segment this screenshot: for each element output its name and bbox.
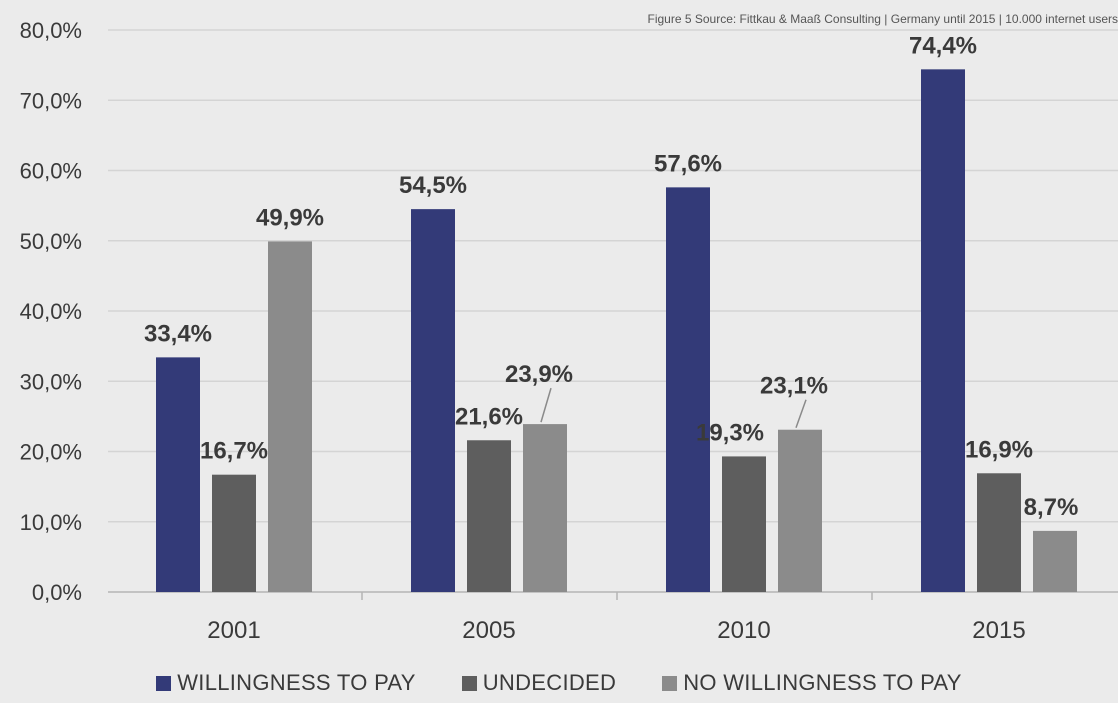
- legend-item-no-willingness: NO WILLINGNESS TO PAY: [662, 670, 962, 696]
- bar-no-willingness-to-pay-2001: [268, 241, 312, 592]
- x-tick-label: 2015: [972, 617, 1025, 644]
- bar-no-willingness-to-pay-2015: [1033, 530, 1077, 592]
- x-axis-ticks: 2001 2005 2010 2015: [207, 617, 1025, 644]
- legend-item-undecided: UNDECIDED: [461, 670, 617, 696]
- bar-undecided-2015: [977, 473, 1021, 592]
- y-tick-label: 10,0%: [20, 510, 82, 535]
- x-tick-label: 2005: [462, 617, 515, 644]
- data-label: 49,9%: [256, 204, 324, 231]
- y-tick-label: 50,0%: [20, 229, 82, 254]
- data-label: 74,4%: [909, 32, 977, 59]
- data-label: 21,6%: [455, 403, 523, 430]
- x-tick-label: 2010: [717, 617, 770, 644]
- data-label: 23,9%: [505, 361, 573, 388]
- data-labels: 33,4% 54,5% 57,6% 74,4% 16,7% 21,6% 19,3% 16,9%…: [144, 32, 1078, 521]
- bar-undecided-2001: [212, 474, 256, 592]
- legend-swatch-willingness: [156, 675, 172, 691]
- label-leader-line: [540, 387, 552, 423]
- y-tick-label: 40,0%: [20, 299, 82, 324]
- legend: WILLINGNESS TO PAY UNDECIDED NO WILLINGN…: [0, 670, 1118, 696]
- data-label: 19,3%: [696, 419, 764, 446]
- bar-willingness-to-pay-2010: [666, 187, 710, 593]
- label-leader-line: [795, 399, 807, 428]
- data-label: 8,7%: [1024, 494, 1079, 521]
- legend-swatch-no-willingness: [662, 675, 678, 691]
- data-label: 16,7%: [200, 438, 268, 465]
- data-label: 57,6%: [654, 150, 722, 177]
- legend-item-willingness: WILLINGNESS TO PAY: [156, 670, 416, 696]
- bar-willingness-to-pay-2015: [921, 69, 965, 593]
- y-tick-label: 80,0%: [20, 18, 82, 43]
- bar-no-willingness-to-pay-2010: [778, 429, 822, 592]
- x-tick-label: 2001: [207, 617, 260, 644]
- bar-willingness-to-pay-2001: [156, 357, 200, 592]
- y-tick-label: 0,0%: [32, 580, 82, 605]
- bar-undecided-2005: [467, 440, 511, 592]
- bar-willingness-to-pay-2005: [411, 209, 455, 592]
- data-label: 23,1%: [760, 373, 828, 400]
- data-label: 33,4%: [144, 320, 212, 347]
- bars: [156, 69, 1077, 593]
- y-tick-label: 60,0%: [20, 159, 82, 184]
- y-tick-label: 70,0%: [20, 88, 82, 113]
- y-axis-ticks: 0,0% 10,0% 20,0% 30,0% 40,0% 50,0% 60,0% 70,0% 8…: [20, 18, 82, 605]
- legend-label-willingness: WILLINGNESS TO PAY: [177, 670, 416, 695]
- legend-label-undecided: UNDECIDED: [482, 670, 617, 695]
- y-tick-label: 30,0%: [20, 369, 82, 394]
- legend-label-no-willingness: NO WILLINGNESS TO PAY: [683, 670, 962, 695]
- y-tick-label: 20,0%: [20, 440, 82, 465]
- grid-lines: [108, 29, 1118, 600]
- legend-swatch-undecided: [461, 675, 477, 691]
- data-label: 16,9%: [965, 436, 1033, 463]
- data-label: 54,5%: [399, 172, 467, 199]
- source-note: Figure 5 Source: Fittkau & Maaß Consulti…: [647, 12, 1118, 26]
- bar-undecided-2010: [722, 456, 766, 592]
- bar-no-willingness-to-pay-2005: [523, 424, 567, 592]
